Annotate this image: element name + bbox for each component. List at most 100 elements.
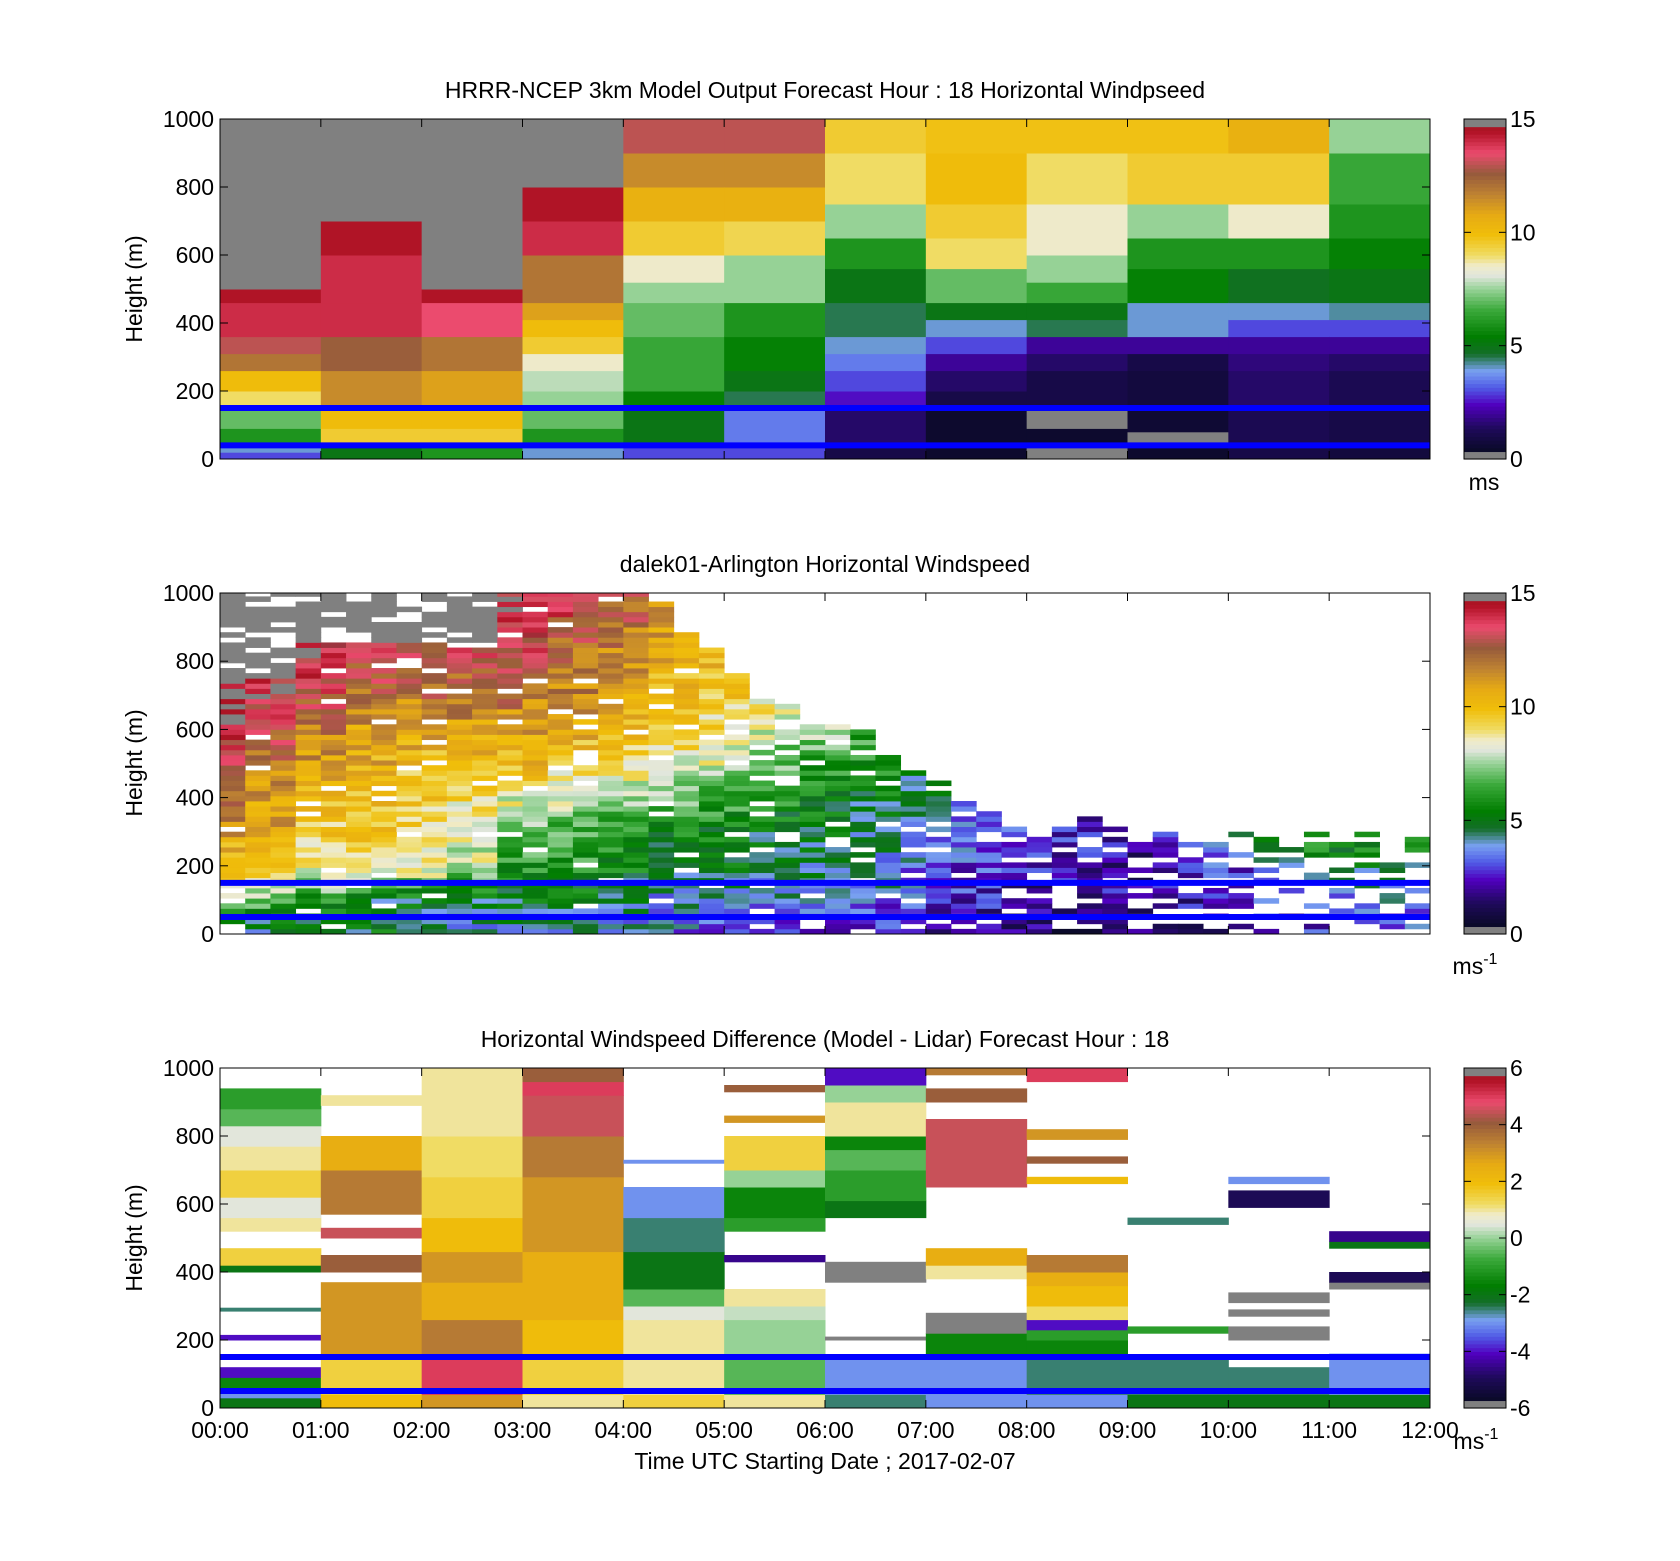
heatmap-cell: [346, 806, 372, 812]
heatmap-cell: [472, 606, 498, 613]
colorbar-segment: [1464, 1124, 1506, 1130]
heatmap-cell: [572, 668, 599, 674]
heatmap-cell: [270, 593, 297, 597]
heatmap-cell: [245, 887, 271, 894]
heatmap-cell: [724, 708, 750, 715]
heatmap-cell: [346, 841, 372, 848]
colorbar-tick-label: 0: [1510, 921, 1523, 947]
colorbar-segment: [1464, 630, 1506, 636]
heatmap-cell: [346, 616, 372, 623]
heatmap-cell: [295, 754, 322, 761]
heatmap-cell: [220, 673, 246, 679]
heatmap-cell: [850, 852, 876, 858]
heatmap-cell: [270, 652, 297, 659]
heatmap-cell: [472, 811, 498, 817]
heatmap-cell: [623, 632, 649, 638]
heatmap-cell: [320, 657, 347, 664]
heatmap-cell: [598, 678, 624, 684]
heatmap-cell: [1329, 268, 1430, 304]
heatmap-cell: [522, 826, 549, 833]
heatmap-cell: [522, 928, 549, 934]
heatmap-cell: [421, 790, 448, 797]
heatmap-cell: [446, 739, 473, 746]
heatmap-cell: [925, 1265, 1028, 1280]
colorbar-segment: [1464, 604, 1506, 609]
heatmap-cell: [673, 647, 700, 654]
heatmap-cell: [1329, 302, 1430, 321]
heatmap-cell: [749, 826, 775, 833]
heatmap-cell: [648, 826, 675, 833]
x-tick-label: 10:00: [1200, 1417, 1258, 1443]
heatmap-cell: [295, 729, 322, 735]
heatmap-cell: [220, 1307, 322, 1312]
heatmap-cell: [1203, 928, 1229, 934]
x-tick-label: 05:00: [695, 1417, 753, 1443]
heatmap-cell: [396, 693, 423, 700]
heatmap-cell: [270, 616, 297, 623]
heatmap-cell: [547, 703, 574, 710]
heatmap-cell: [623, 678, 649, 684]
colorbar-segment: [1464, 759, 1506, 765]
heatmap-cell: [724, 928, 750, 934]
heatmap-cell: [1127, 841, 1154, 848]
heatmap-cell: [245, 703, 271, 710]
colorbar-segment: [1464, 247, 1506, 252]
heatmap-cell: [295, 898, 322, 904]
heatmap-cell: [799, 928, 826, 934]
heatmap-cell: [396, 642, 423, 648]
heatmap-cell: [749, 708, 775, 715]
heatmap-cell: [320, 678, 347, 684]
heatmap-cell: [220, 744, 246, 751]
colorbar-segment: [1464, 1071, 1506, 1077]
heatmap-cell: [673, 811, 700, 817]
heatmap-cell: [598, 765, 624, 771]
heatmap-cell: [598, 719, 624, 725]
heatmap-cell: [1203, 903, 1229, 909]
heatmap-cell: [1051, 857, 1078, 863]
colorbar-segment: [1464, 1404, 1506, 1409]
heatmap-cell: [497, 801, 523, 807]
heatmap-cell: [421, 445, 523, 459]
colorbar-segment: [1464, 695, 1506, 700]
heatmap-cell: [623, 391, 725, 409]
heatmap-cell: [446, 867, 473, 874]
heatmap-cell: [1177, 857, 1204, 863]
heatmap-cell: [346, 811, 372, 817]
colorbar-segment: [1464, 915, 1506, 920]
heatmap-cell: [421, 795, 448, 802]
heatmap-cell: [472, 729, 498, 735]
heatmap-cell: [724, 698, 750, 705]
heatmap-cell: [270, 627, 297, 633]
heatmap-cell: [346, 627, 372, 633]
colorbar-segment: [1464, 1385, 1506, 1390]
colorbar-segment: [1464, 619, 1506, 624]
heatmap-cell: [623, 593, 649, 597]
heatmap-cell: [396, 754, 423, 761]
heatmap-cell: [850, 887, 876, 894]
heatmap-cell: [320, 770, 347, 776]
colorbar-segment: [1464, 1279, 1506, 1284]
heatmap-cell: [371, 811, 397, 817]
panel-difference-reference-lines: [220, 1354, 1430, 1394]
heatmap-cell: [320, 1227, 423, 1239]
heatmap-cell: [421, 831, 448, 838]
colorbar-segment: [1464, 884, 1506, 890]
heatmap-cell: [598, 749, 624, 756]
heatmap-cell: [396, 841, 423, 848]
heatmap-cell: [900, 811, 927, 817]
heatmap-cell: [623, 734, 649, 741]
heatmap-cell: [421, 724, 448, 730]
heatmap-cell: [270, 826, 297, 833]
colorbar-segment: [1464, 1358, 1506, 1364]
colorbar-segment: [1464, 194, 1506, 199]
heatmap-cell: [623, 119, 725, 154]
heatmap-cell: [472, 593, 498, 597]
heatmap-cell: [295, 652, 322, 659]
colorbar-segment: [1464, 251, 1506, 256]
heatmap-cell: [825, 734, 851, 741]
heatmap-cell: [497, 795, 523, 802]
heatmap-cell: [346, 744, 372, 751]
colorbar-segment: [1464, 171, 1506, 177]
heatmap-cell: [446, 693, 473, 700]
